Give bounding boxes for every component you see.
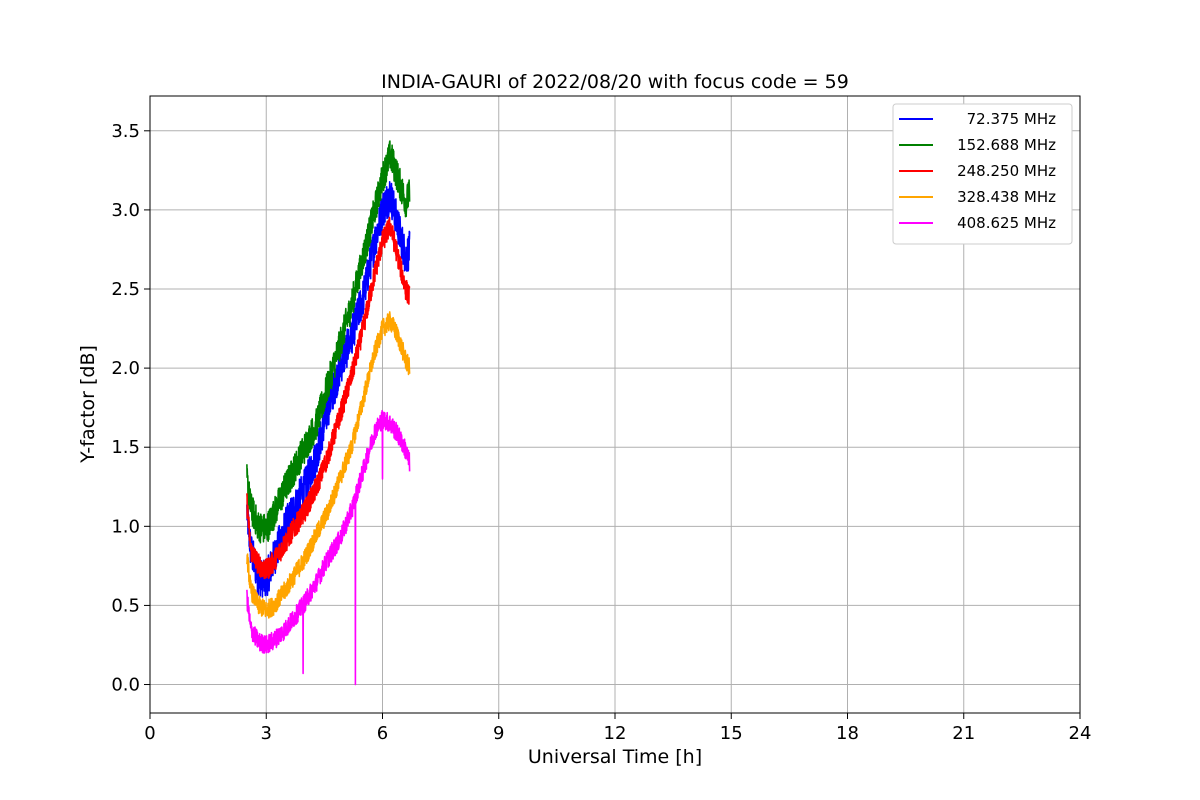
x-tick-label: 9 — [493, 723, 504, 744]
x-tick-label: 6 — [377, 723, 388, 744]
y-tick-label: 2.0 — [111, 358, 140, 379]
y-tick-label: 0.5 — [111, 595, 140, 616]
series-line-4 — [246, 311, 411, 619]
legend-label: 328.438 MHz — [957, 188, 1056, 206]
y-axis-label: Y-factor [dB] — [77, 345, 99, 464]
x-axis-label: Universal Time [h] — [528, 746, 702, 768]
y-tick-label: 1.0 — [111, 516, 140, 537]
x-tick-label: 18 — [836, 723, 859, 744]
x-tick-label: 12 — [604, 723, 627, 744]
x-tick-label: 3 — [261, 723, 272, 744]
axis-ticks: 0 3 6 9 12 15 18 21 24 0.0 0.5 1.0 1.5 2.0 2.5 3.0 3.5 — [111, 121, 1091, 744]
legend-label: 72.375 MHz — [967, 110, 1056, 128]
y-tick-label: 0.0 — [111, 675, 140, 696]
x-tick-label: 21 — [952, 723, 975, 744]
series-line-5 — [246, 409, 411, 686]
y-tick-label: 3.0 — [111, 200, 140, 221]
series-line-1 — [246, 181, 411, 598]
legend-label: 248.250 MHz — [957, 162, 1056, 180]
chart-title: INDIA-GAURI of 2022/08/20 with focus cod… — [381, 71, 849, 93]
y-tick-label: 1.5 — [111, 437, 140, 458]
series-line-3 — [246, 216, 411, 580]
x-tick-label: 0 — [144, 723, 155, 744]
series-line-2 — [246, 140, 411, 544]
data-series-layer — [246, 140, 411, 686]
legend-box — [892, 103, 1073, 245]
x-tick-label: 15 — [720, 723, 743, 744]
legend-label: 408.625 MHz — [957, 214, 1056, 232]
legend: 72.375 MHz 152.688 MHz 248.250 MHz 328.438 … — [892, 103, 1073, 245]
y-tick-label: 2.5 — [111, 279, 140, 300]
legend-label: 152.688 MHz — [957, 136, 1056, 154]
x-tick-label: 24 — [1069, 723, 1092, 744]
y-tick-label: 3.5 — [111, 121, 140, 142]
